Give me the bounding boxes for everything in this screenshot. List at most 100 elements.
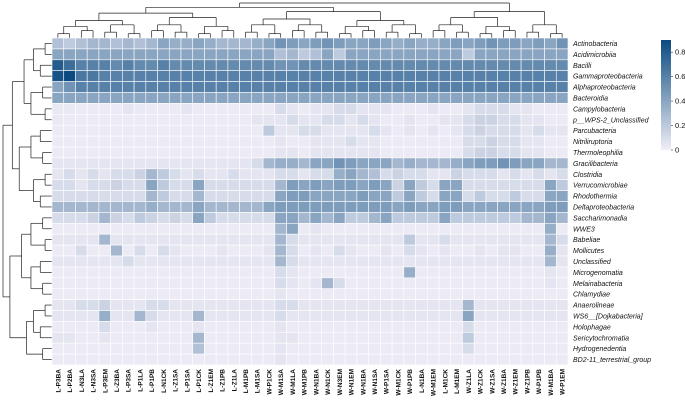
heatmap-cell [321,135,334,148]
heatmap-cell [544,288,557,300]
heatmap-cell [133,37,147,50]
heatmap-cell [227,81,240,93]
heatmap-cell [157,146,170,159]
heatmap-cell [380,223,393,235]
heatmap-cell [204,331,217,344]
heatmap-cell [145,299,158,311]
heatmap-cell [485,168,498,181]
heatmap-cell [262,244,276,257]
heatmap-cell [297,266,311,279]
heatmap-cell [192,135,205,148]
heatmap-cell [426,37,440,50]
heatmap-cell [274,299,287,311]
heatmap-cell [450,342,463,355]
heatmap-cell [438,288,452,300]
heatmap-cell [321,223,334,235]
heatmap-cell [145,288,158,300]
heatmap-cell [239,103,252,115]
heatmap-cell [309,168,323,181]
heatmap-cell [344,310,358,322]
heatmap-cell [473,223,487,235]
heatmap-cell [509,223,522,235]
heatmap-cell [333,223,346,235]
heatmap-cell [380,299,393,311]
heatmap-cell [145,331,158,344]
heatmap-cell [168,190,182,202]
heatmap-cell [98,81,111,93]
heatmap-cell [450,81,463,93]
heatmap-cell [274,223,287,235]
heatmap-cell [239,288,252,300]
heatmap-cell [344,201,358,213]
heatmap-cell [133,288,147,300]
row-label: WWE3 [573,226,595,233]
heatmap-cell [450,353,463,366]
heatmap-cell [227,48,240,61]
heatmap-cell [544,255,557,268]
heatmap-cell [262,179,276,191]
heatmap-cell [286,135,299,148]
heatmap-cell [98,233,111,246]
column-label: L-P1SA [184,369,191,392]
heatmap-cell [168,266,182,279]
heatmap-cell [133,201,147,213]
heatmap-cell [356,179,369,191]
heatmap-cell [110,157,123,170]
row-label: Parcubacteria [573,128,616,135]
heatmap-cell [321,59,334,71]
heatmap-cell [133,310,147,322]
heatmap-cell [450,310,463,322]
heatmap-cell [274,310,287,322]
heatmap-cell [98,244,111,257]
heatmap-cell [309,59,323,71]
heatmap-cell [192,201,205,213]
heatmap-cell [532,212,545,224]
heatmap-cell [555,135,569,148]
heatmap-cell [86,342,100,355]
heatmap-cell [192,146,205,159]
heatmap-cell [438,179,452,191]
heatmap-cell [157,310,170,322]
heatmap-cell [122,37,135,50]
heatmap-cell [297,353,311,366]
heatmap-cell [204,353,217,366]
heatmap-cell [133,190,147,202]
heatmap-cell [168,168,182,181]
heatmap-cell [509,255,522,268]
heatmap-cell [63,342,76,355]
heatmap-cell [239,81,252,93]
heatmap-cell [51,212,65,224]
heatmap-cell [532,114,545,126]
heatmap-cell [544,201,557,213]
heatmap-cell [426,321,440,333]
heatmap-cell [497,179,510,191]
heatmap-cell [403,81,416,93]
heatmap-cell [86,124,100,137]
heatmap-cell [520,114,534,126]
heatmap-cell [227,190,240,202]
heatmap-cell [368,103,381,115]
heatmap-cell [344,59,358,71]
heatmap-cell [380,201,393,213]
heatmap-cell [51,310,65,322]
heatmap-cell [192,310,205,322]
heatmap-cell [333,70,346,82]
heatmap-cell [122,244,135,257]
heatmap-cell [462,342,475,355]
heatmap-cell [215,168,229,181]
heatmap-cell [98,48,111,61]
heatmap-cell [286,114,299,126]
heatmap-cell [462,168,475,181]
heatmap-cell [86,233,100,246]
heatmap-cell [380,321,393,333]
column-label: W-P1SA [384,369,391,394]
heatmap-cell [51,201,65,213]
heatmap-cell [227,103,240,115]
heatmap-cell [426,92,440,104]
row-label: Thermoleophilia [573,150,623,157]
heatmap-cell [168,146,182,159]
heatmap-cell [438,135,452,148]
heatmap-cell [520,266,534,279]
heatmap-cell [192,266,205,279]
heatmap-cell [239,59,252,71]
